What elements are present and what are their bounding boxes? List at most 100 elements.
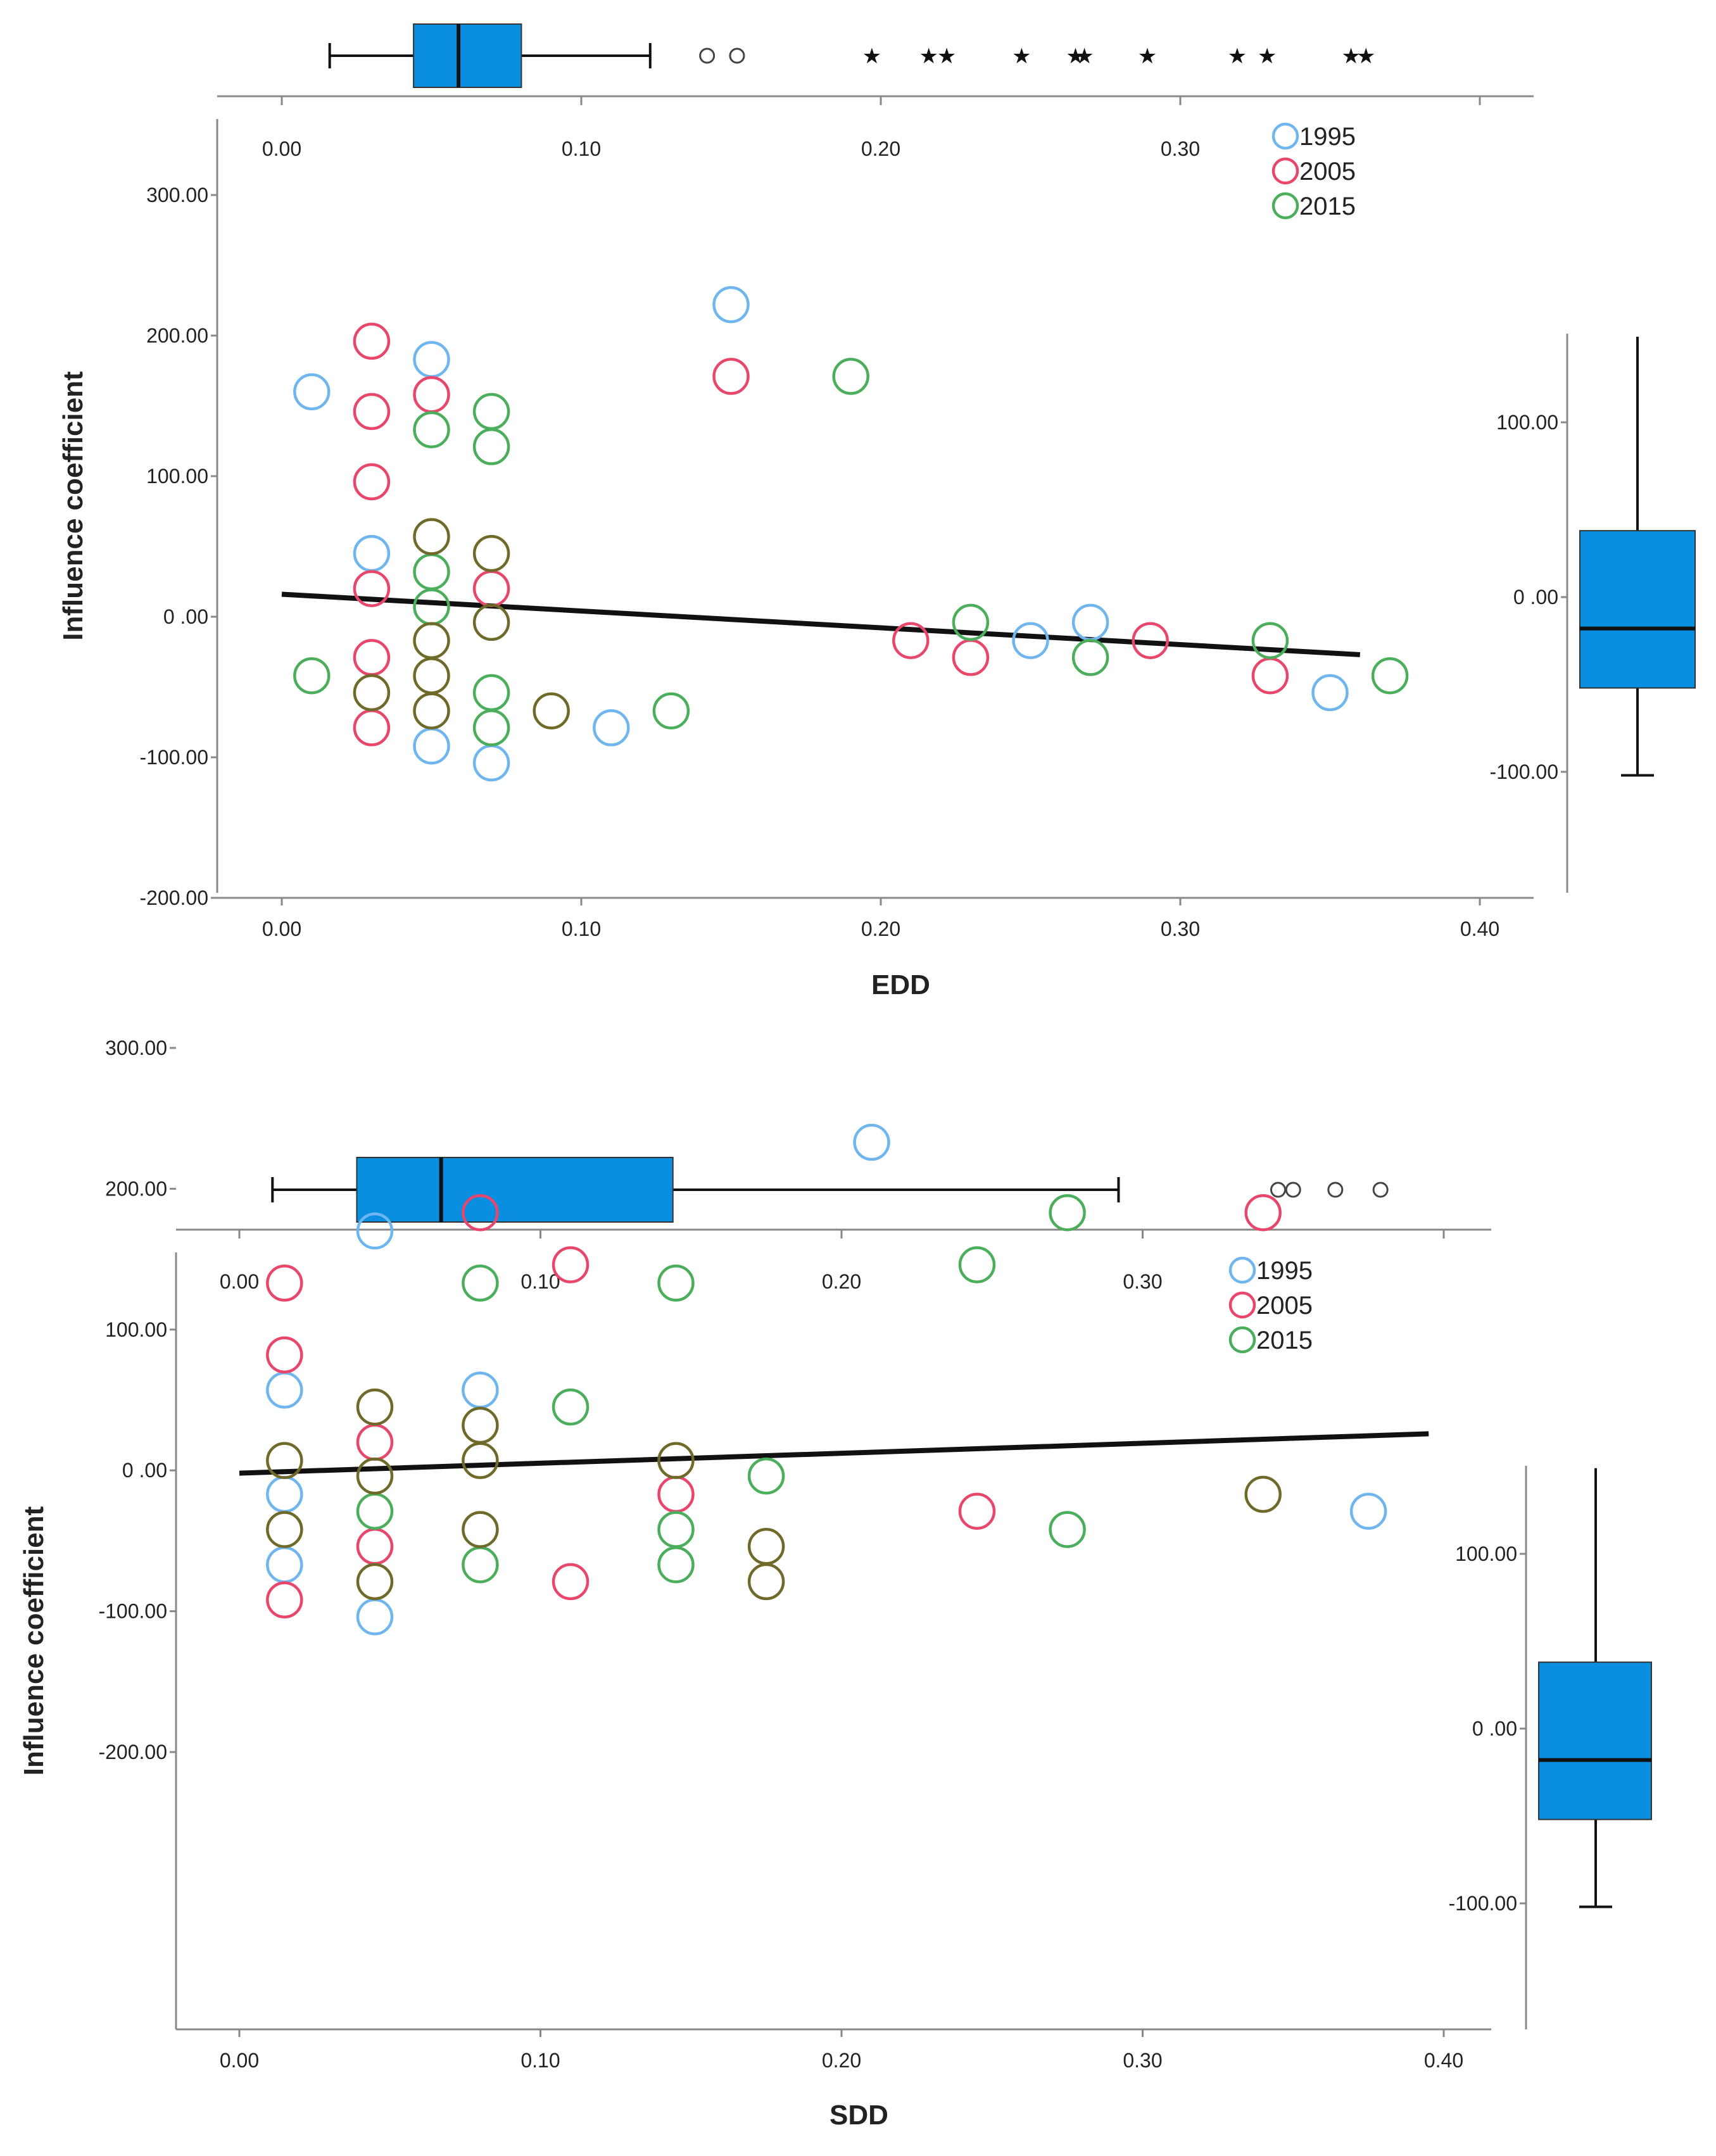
- data-point-2015: [413, 553, 450, 591]
- data-point-2015: [1049, 1194, 1086, 1232]
- top-outlier-star: ★: [1228, 44, 1247, 68]
- data-point-2005: [1132, 622, 1169, 659]
- data-point-2015: [462, 1264, 499, 1302]
- y-tick-label: -200.00: [139, 886, 208, 909]
- y-tick-label: 0 .00: [122, 1459, 167, 1482]
- data-point-2015: [747, 1457, 785, 1495]
- top-outlier-star: ★: [1356, 44, 1375, 68]
- series-overlap: [353, 518, 570, 729]
- data-point-2015: [472, 674, 510, 712]
- data-point-overlap: [413, 518, 450, 555]
- data-point-2005: [266, 1336, 303, 1374]
- y-tick-label: 100.00: [105, 1318, 167, 1341]
- top-outlier-circle: [1270, 1182, 1286, 1198]
- data-point-1995: [1071, 603, 1109, 641]
- y-tick-label: -200.00: [98, 1741, 167, 1763]
- data-point-2005: [462, 1194, 499, 1232]
- data-point-2015: [472, 428, 510, 465]
- data-point-2015: [462, 1546, 499, 1584]
- x-tick-label: 0.00: [262, 917, 301, 940]
- top-outlier-circle: [699, 47, 716, 64]
- data-point-1995: [356, 1212, 394, 1250]
- data-point-overlap: [413, 622, 450, 659]
- top-outlier-circle: [1327, 1182, 1344, 1198]
- data-point-2015: [413, 588, 450, 626]
- x-tick-label: 0.10: [562, 917, 601, 940]
- data-point-2015: [472, 709, 510, 747]
- right-axis-tick-label: 0 .00: [1513, 586, 1558, 608]
- data-point-overlap: [747, 1528, 785, 1565]
- top-box: [413, 23, 522, 88]
- data-point-2005: [958, 1492, 996, 1530]
- data-point-2015: [413, 411, 450, 448]
- data-point-2005: [353, 463, 391, 501]
- data-point-overlap: [472, 534, 510, 572]
- legend-marker-2005: [1228, 1291, 1256, 1319]
- legend-label-1995: 1995: [1256, 1257, 1313, 1285]
- top-x-tick-label: 0.10: [562, 137, 601, 160]
- data-point-overlap: [356, 1457, 394, 1495]
- data-point-2015: [293, 657, 331, 695]
- data-point-1995: [266, 1371, 303, 1409]
- data-point-overlap: [266, 1511, 303, 1548]
- data-point-2005: [552, 1563, 590, 1601]
- data-point-1995: [712, 286, 750, 324]
- sdd-top-boxplot: [176, 1157, 1491, 1239]
- top-x-tick-label: 0.00: [220, 1270, 259, 1293]
- data-point-2005: [266, 1581, 303, 1619]
- trend-line: [239, 1431, 1429, 1476]
- legend-label-2005: 2005: [1256, 1292, 1313, 1320]
- data-point-overlap: [353, 674, 391, 712]
- right-box: [1538, 1661, 1652, 1820]
- data-point-2015: [356, 1492, 394, 1530]
- legend-label-1995: 1995: [1299, 123, 1356, 151]
- top-x-tick-label: 0.00: [262, 137, 301, 160]
- top-x-tick-label: 0.30: [1123, 1270, 1162, 1293]
- data-point-2005: [952, 639, 990, 676]
- legend: 1995 2005 2015: [1271, 122, 1356, 220]
- x-tick-label: 0.40: [1460, 917, 1499, 940]
- x-axis-title: EDD: [871, 969, 930, 1000]
- legend-label-2015: 2015: [1299, 192, 1356, 220]
- legend-marker-2005: [1271, 157, 1299, 185]
- top-outlier-star: ★: [862, 44, 881, 68]
- legend-marker-2015: [1271, 192, 1299, 220]
- x-tick-label: 0.40: [1424, 2049, 1463, 2072]
- data-point-overlap: [266, 1442, 303, 1479]
- data-point-2015: [832, 358, 869, 395]
- data-point-overlap: [533, 692, 570, 729]
- y-tick-label: 100.00: [146, 465, 208, 488]
- data-point-overlap: [356, 1388, 394, 1426]
- legend-label-2005: 2005: [1299, 158, 1356, 186]
- data-point-1995: [462, 1371, 499, 1409]
- y-axis-title: Influence coefficient: [58, 371, 89, 641]
- data-point-2005: [353, 322, 391, 360]
- data-point-1995: [413, 727, 450, 765]
- data-point-overlap: [462, 1511, 499, 1548]
- data-point-2005: [353, 393, 391, 431]
- data-point-1995: [266, 1475, 303, 1513]
- top-outlier-star: ★: [1341, 44, 1360, 68]
- data-point-1995: [593, 709, 630, 747]
- x-tick-label: 0.20: [861, 917, 900, 940]
- top-outlier-star: ★: [919, 44, 938, 68]
- x-axis-title: SDD: [830, 2100, 888, 2131]
- trend-line: [281, 591, 1361, 657]
- data-point-1995: [353, 534, 391, 572]
- right-axis-tick-label: 100.00: [1496, 411, 1558, 434]
- legend-marker-1995: [1271, 122, 1299, 150]
- data-point-overlap: [747, 1563, 785, 1601]
- y-tick-label: 200.00: [105, 1177, 167, 1200]
- x-tick-label: 0.20: [822, 2049, 861, 2072]
- data-point-2015: [657, 1264, 695, 1302]
- sdd-panel: 0.00 0.10 0.20 0.30 -200.00 -100.00 0 .00 100.0…: [18, 1037, 1652, 2131]
- top-x-tick-label: 0.30: [1161, 137, 1200, 160]
- right-axis-tick-label: -100.00: [1489, 760, 1558, 783]
- data-point-overlap: [1244, 1475, 1282, 1513]
- top-x-tick-label: 0.20: [822, 1270, 861, 1293]
- series-2005: [353, 322, 1289, 747]
- data-point-1995: [293, 373, 331, 411]
- top-box: [356, 1157, 674, 1223]
- data-point-1995: [853, 1123, 890, 1161]
